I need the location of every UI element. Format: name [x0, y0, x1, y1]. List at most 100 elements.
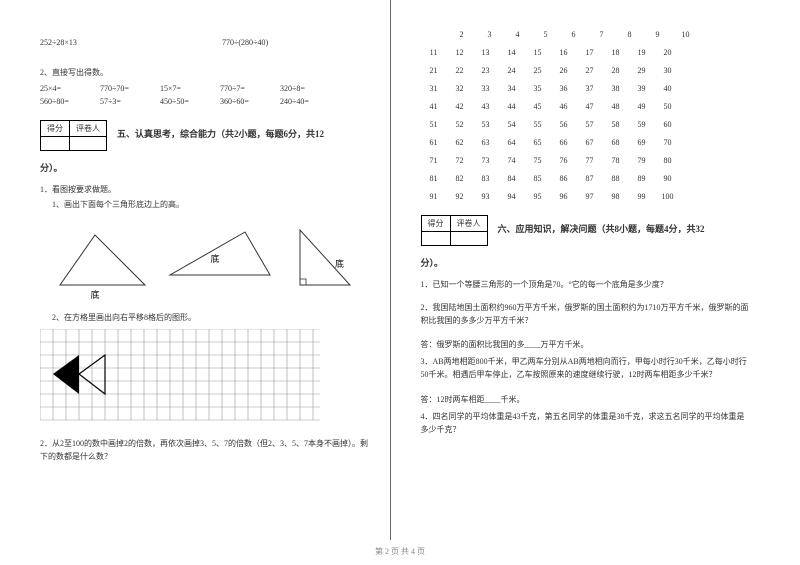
- num-cell: 62: [447, 138, 473, 147]
- num-cell: 43: [473, 102, 499, 111]
- q1-sub2: 2、在方格里画出向右平移8格后的图形。: [52, 312, 370, 323]
- num-cell: 78: [603, 156, 629, 165]
- num-cell: 90: [655, 174, 681, 183]
- arith-cell: 320÷8=: [280, 84, 338, 93]
- page-footer: 第 2 页 共 4 页: [0, 546, 800, 557]
- num-cell: 52: [447, 120, 473, 129]
- arith-cell: 360÷60=: [220, 97, 278, 106]
- num-cell: 100: [655, 192, 681, 201]
- num-cell: 88: [603, 174, 629, 183]
- num-cell: 69: [629, 138, 655, 147]
- num-cell: 29: [629, 66, 655, 75]
- num-cell: 76: [551, 156, 577, 165]
- num-cell: 39: [629, 84, 655, 93]
- num-cell: 28: [603, 66, 629, 75]
- num-cell: 31: [421, 84, 447, 93]
- score-cell: [421, 232, 450, 246]
- section-5-title: 五、认真思考，综合能力（共2小题，每题6分，共12: [117, 129, 324, 139]
- expr-2: 770÷(280÷40): [222, 38, 268, 47]
- num-cell: 41: [421, 102, 447, 111]
- num-cell: 51: [421, 120, 447, 129]
- num-cell: 27: [577, 66, 603, 75]
- num-cell: 35: [525, 84, 551, 93]
- expr-1: 252÷28×13: [40, 38, 220, 47]
- num-cell: 14: [499, 48, 525, 57]
- num-cell: 68: [603, 138, 629, 147]
- num-cell: 42: [447, 102, 473, 111]
- num-cell: 22: [447, 66, 473, 75]
- section-6-title: 六、应用知识，解决问题（共8小题，每题4分，共32: [498, 224, 705, 234]
- num-cell: 85: [525, 174, 551, 183]
- q1-title: 1．看图按要求做题。: [40, 184, 370, 195]
- q2-label: 2、直接写出得数。: [40, 67, 370, 78]
- num-cell: 47: [577, 102, 603, 111]
- marker-cell: [70, 137, 107, 151]
- num-cell: 56: [551, 120, 577, 129]
- num-cell: 55: [525, 120, 551, 129]
- num-cell: 26: [551, 66, 577, 75]
- num-cell: 46: [551, 102, 577, 111]
- problem-3-answer: 答：12时两车相距____千米。: [421, 394, 751, 405]
- num-row: 21222324252627282930: [421, 66, 751, 75]
- arith-cell: 240÷40=: [280, 97, 338, 106]
- section-6-row: 得分 评卷人 六、应用知识，解决问题（共8小题，每题4分，共32: [421, 215, 751, 246]
- score-box: 得分 评卷人: [40, 120, 107, 151]
- num-cell: 66: [551, 138, 577, 147]
- problem-2: 2．我国陆地国土面积约960万平方千米，俄罗斯的国土面积约为1710万平方千米，…: [421, 302, 751, 328]
- section-5-points: 分）。: [40, 161, 370, 174]
- num-cell: 5: [533, 30, 559, 39]
- num-cell: 25: [525, 66, 551, 75]
- num-cell: 30: [655, 66, 681, 75]
- num-cell: 59: [629, 120, 655, 129]
- num-cell: 65: [525, 138, 551, 147]
- num-cell: 58: [603, 120, 629, 129]
- num-cell: 2: [449, 30, 475, 39]
- num-cell: 8: [617, 30, 643, 39]
- arith-cell: 25×4=: [40, 84, 98, 93]
- base-label: 底: [90, 289, 99, 300]
- q1-sub1: 1、画出下面每个三角形底边上的高。: [52, 199, 370, 210]
- arith-cell: 450÷50=: [160, 97, 218, 106]
- num-cell: 33: [473, 84, 499, 93]
- num-cell: 53: [473, 120, 499, 129]
- expression-row: 252÷28×13 770÷(280÷40): [40, 38, 370, 47]
- num-cell: 54: [499, 120, 525, 129]
- num-cell: 32: [447, 84, 473, 93]
- num-cell: 9: [645, 30, 671, 39]
- num-cell: 24: [499, 66, 525, 75]
- num-cell: 64: [499, 138, 525, 147]
- arith-cell: 15×7=: [160, 84, 218, 93]
- num-cell: 82: [447, 174, 473, 183]
- base-label: 底: [210, 253, 219, 264]
- num-cell: 61: [421, 138, 447, 147]
- num-cell: 3: [477, 30, 503, 39]
- num-cell: 48: [603, 102, 629, 111]
- marker-head: 评卷人: [70, 121, 107, 137]
- num-cell: 77: [577, 156, 603, 165]
- num-cell: 10: [673, 30, 699, 39]
- problem-1: 1．已知一个等腰三角形的一个顶角是70。°它的每一个底角是多少度？: [421, 279, 751, 292]
- marker-head: 评卷人: [450, 216, 487, 232]
- arith-cell: 560÷80=: [40, 97, 98, 106]
- num-cell: 38: [603, 84, 629, 93]
- num-cell: 86: [551, 174, 577, 183]
- num-cell: 36: [551, 84, 577, 93]
- num-cell: 20: [655, 48, 681, 57]
- num-cell: 83: [473, 174, 499, 183]
- num-cell: 57: [577, 120, 603, 129]
- num-cell: 74: [499, 156, 525, 165]
- num-cell: 12: [447, 48, 473, 57]
- num-cell: 70: [655, 138, 681, 147]
- num-row: 51525354555657585960: [421, 120, 751, 129]
- grid-svg: [40, 329, 320, 424]
- num-cell: 45: [525, 102, 551, 111]
- num-cell: 93: [473, 192, 499, 201]
- num-cell: 37: [577, 84, 603, 93]
- num-cell: 44: [499, 102, 525, 111]
- num-cell: 23: [473, 66, 499, 75]
- marker-cell: [450, 232, 487, 246]
- num-cell: 34: [499, 84, 525, 93]
- num-cell: 6: [561, 30, 587, 39]
- section-6-points: 分）。: [421, 256, 751, 269]
- triangles-svg: 底 底 底: [40, 220, 360, 300]
